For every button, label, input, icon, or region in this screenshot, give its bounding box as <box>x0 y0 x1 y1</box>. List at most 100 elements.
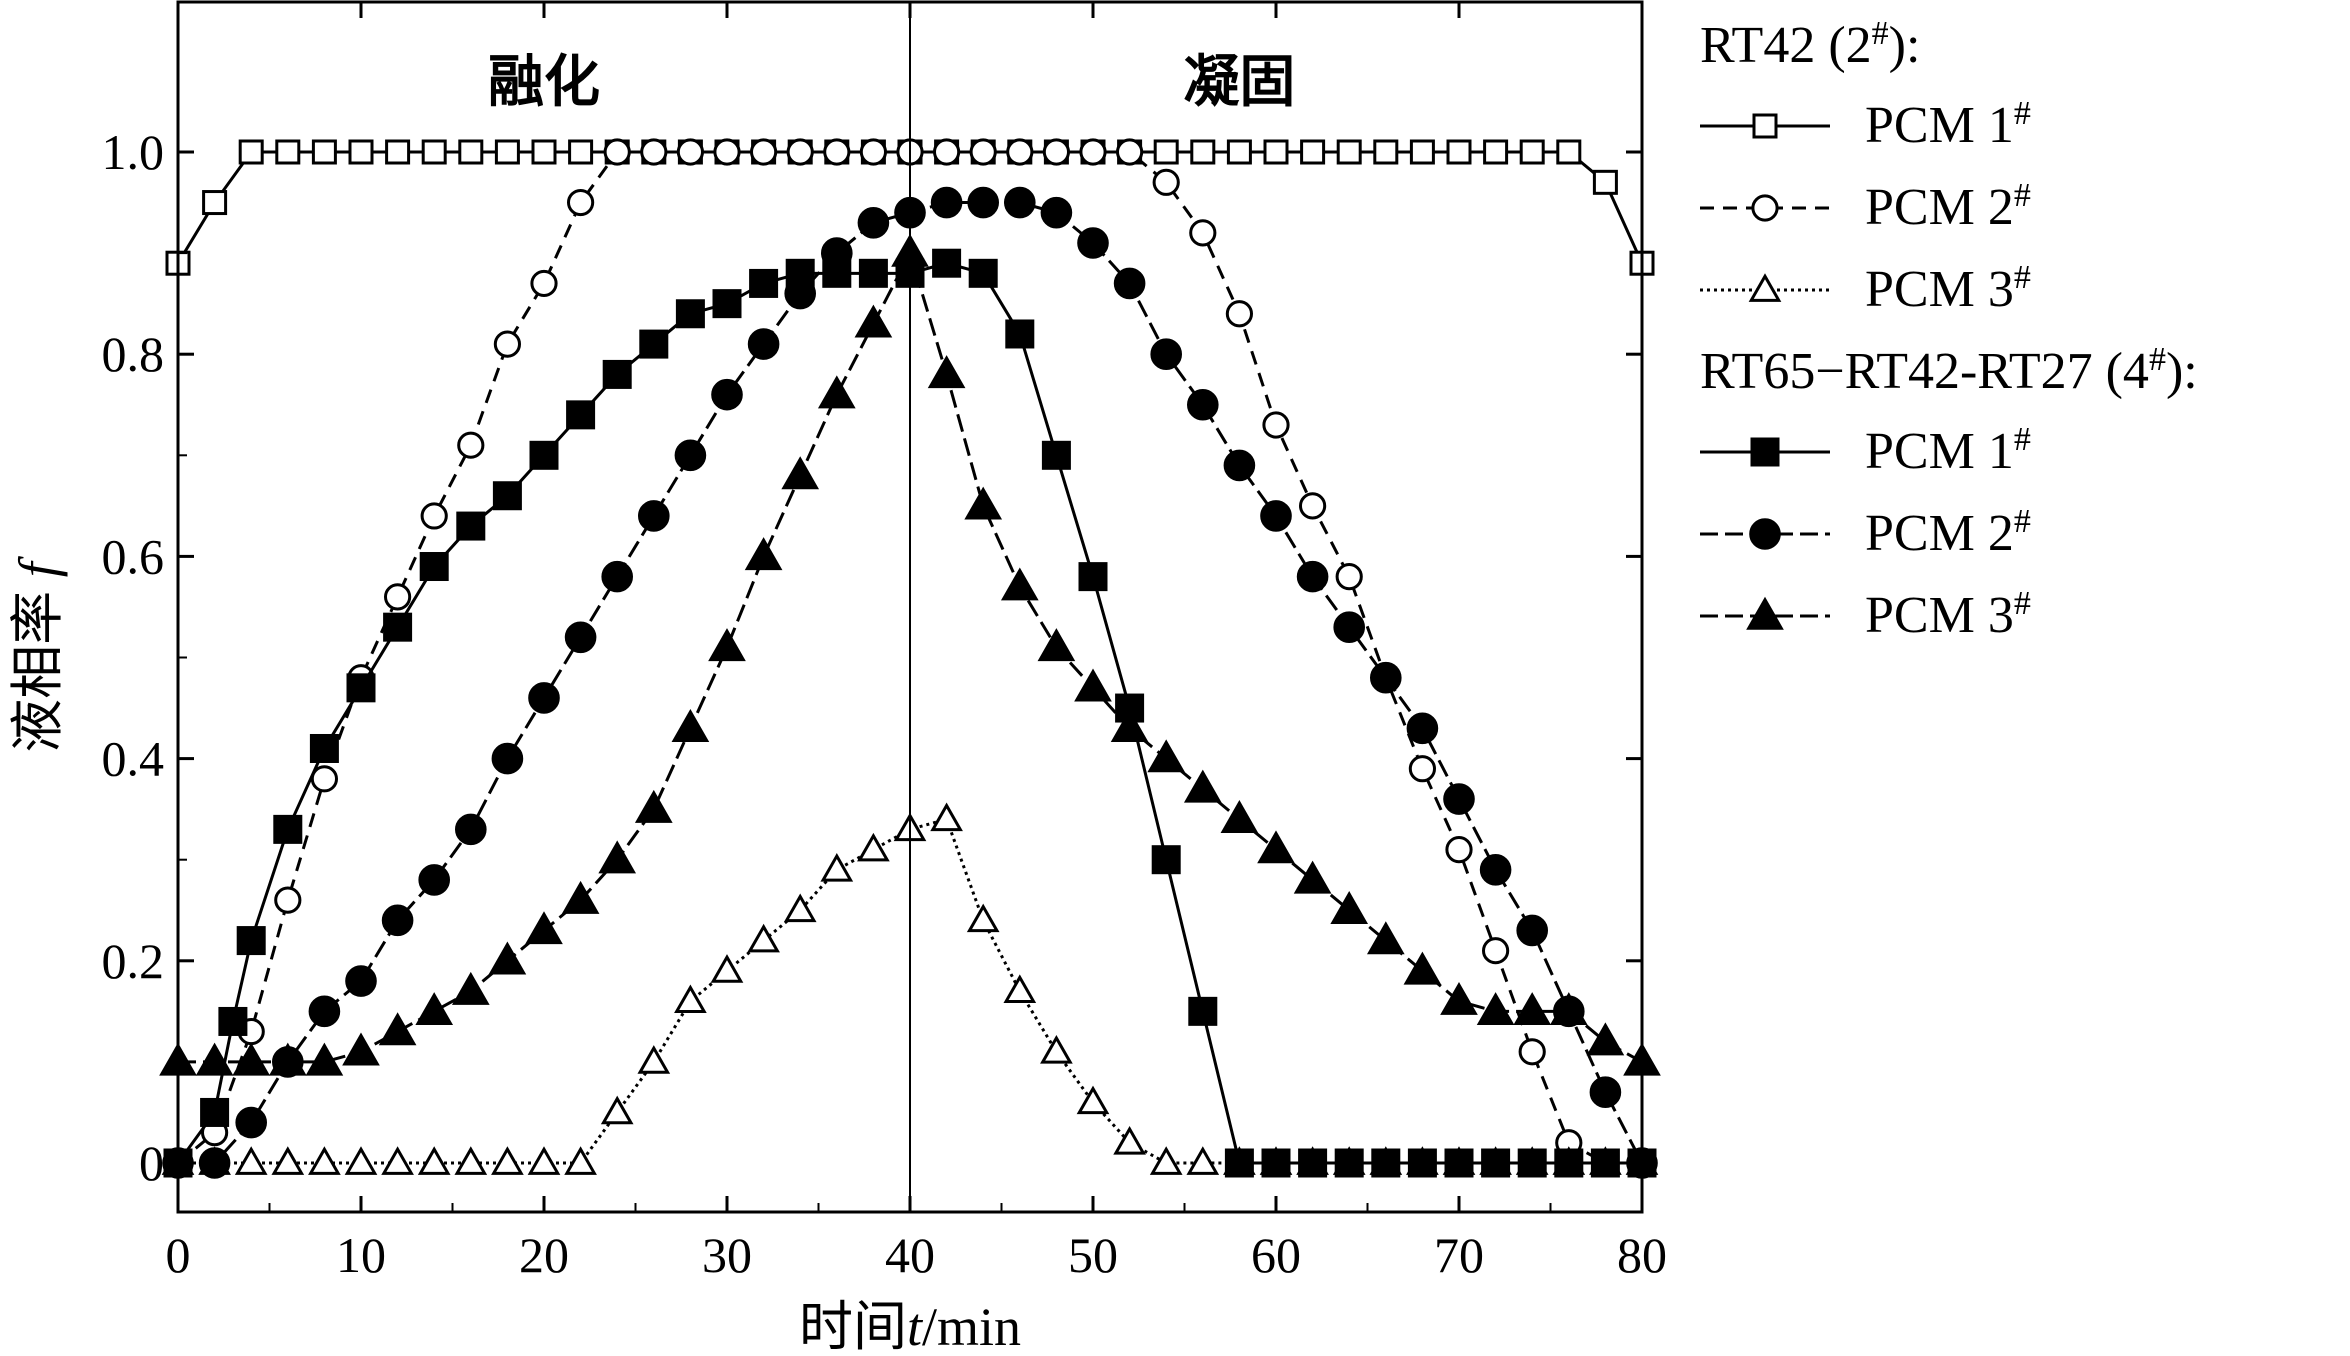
legend-title: RT65−RT42-RT27 (4#): <box>1700 341 2198 401</box>
data-point <box>930 186 963 219</box>
data-point <box>1370 661 1402 694</box>
data-point <box>1443 783 1475 815</box>
data-point <box>1225 300 1254 328</box>
data-point <box>1296 560 1329 593</box>
data-point <box>747 328 780 360</box>
data-point <box>561 880 600 914</box>
x-tick-label: 20 <box>519 1227 569 1283</box>
data-point <box>381 1146 414 1175</box>
data-point <box>1150 338 1182 371</box>
x-axis-label: 时间t/min <box>799 1297 1021 1356</box>
data-point <box>600 1095 634 1125</box>
data-point <box>854 304 893 338</box>
data-point <box>1186 1146 1220 1175</box>
data-point <box>1518 1038 1546 1066</box>
data-point <box>1151 845 1181 875</box>
data-point <box>1042 138 1071 166</box>
data-point <box>1189 219 1217 247</box>
y-tick-label: 1.0 <box>102 124 165 180</box>
data-point <box>1113 267 1146 300</box>
data-point <box>529 440 559 470</box>
data-point <box>236 926 266 956</box>
data-point <box>817 375 856 409</box>
data-point <box>309 733 339 763</box>
data-point <box>1406 712 1439 745</box>
data-point <box>1556 139 1582 165</box>
data-point <box>1040 196 1073 229</box>
data-point <box>1482 937 1510 965</box>
data-point <box>1445 835 1473 864</box>
data-point <box>1373 139 1399 165</box>
data-point <box>455 813 487 846</box>
data-point <box>1549 992 1588 1026</box>
data-point <box>1040 1035 1073 1064</box>
legend-label: PCM 2# <box>1865 177 2031 237</box>
data-point <box>1260 500 1292 532</box>
data-point <box>564 621 597 654</box>
data-point <box>1152 168 1180 196</box>
legend-label: PCM 3# <box>1865 259 2031 319</box>
data-point <box>383 612 413 642</box>
data-point <box>857 832 890 862</box>
data-point <box>273 814 303 844</box>
data-point <box>675 299 705 329</box>
data-point <box>531 139 557 165</box>
data-point <box>1116 138 1144 166</box>
data-point <box>1006 138 1034 166</box>
data-point <box>638 500 670 532</box>
data-point <box>676 138 705 166</box>
data-point <box>234 1146 268 1175</box>
data-point <box>1483 139 1509 165</box>
data-point <box>601 560 634 593</box>
data-point <box>1153 139 1179 165</box>
data-point <box>525 911 563 945</box>
x-tick-label: 30 <box>702 1227 752 1283</box>
data-point <box>528 682 560 714</box>
data-point <box>1257 830 1295 864</box>
data-point <box>1003 974 1037 1003</box>
data-point <box>457 431 485 459</box>
data-point <box>1589 1076 1622 1109</box>
data-point <box>419 552 449 582</box>
data-point <box>964 486 1003 520</box>
data-point <box>385 139 411 165</box>
data-point <box>1000 567 1039 601</box>
data-point <box>1444 1148 1474 1178</box>
data-point <box>1078 562 1108 592</box>
data-point <box>1262 411 1290 439</box>
data-point <box>1076 1085 1110 1115</box>
data-point <box>1408 755 1437 783</box>
data-point <box>1223 449 1256 482</box>
data-point <box>1041 440 1071 470</box>
axes-layer <box>176 0 1644 1214</box>
text-layer: 0 10 20 30 40 50 60 70 80 0 0.2 0.4 0.6 0.8 1.0 时间t/min… <box>8 52 1667 1356</box>
data-point <box>1113 1126 1146 1155</box>
data-point <box>927 355 966 389</box>
data-point <box>567 188 595 217</box>
data-point <box>1748 273 1782 302</box>
data-point <box>530 269 558 298</box>
x-tick-label: 10 <box>336 1227 386 1283</box>
data-point <box>1334 1148 1364 1178</box>
data-point <box>1519 139 1545 165</box>
x-tick-label: 70 <box>1434 1227 1484 1283</box>
data-point <box>451 971 490 1005</box>
data-point <box>1751 194 1779 222</box>
data-point <box>346 673 376 703</box>
data-point <box>342 1032 380 1066</box>
data-point <box>418 864 451 896</box>
data-point <box>1333 611 1365 643</box>
data-point <box>749 268 779 298</box>
data-point <box>967 186 1000 219</box>
data-point <box>1004 186 1036 219</box>
legend-label: PCM 1# <box>1865 95 2031 155</box>
data-point <box>1224 1148 1254 1178</box>
data-point <box>202 190 228 216</box>
data-point <box>744 537 783 571</box>
data-point <box>308 1146 341 1175</box>
data-point <box>1079 138 1107 166</box>
data-point <box>458 139 484 165</box>
data-point <box>381 904 414 937</box>
data-point <box>674 439 707 472</box>
data-point <box>674 984 707 1014</box>
